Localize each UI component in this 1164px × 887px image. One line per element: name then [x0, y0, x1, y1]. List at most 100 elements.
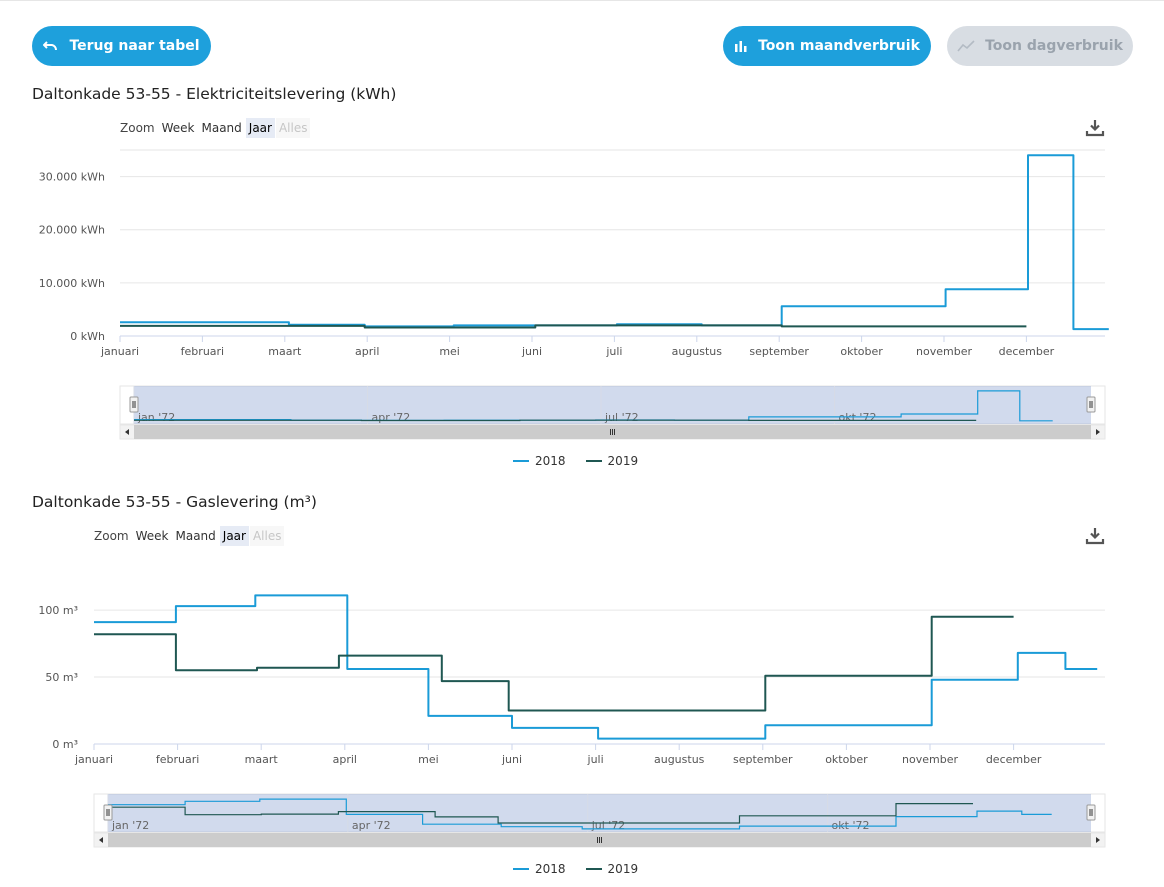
- navigator-label-jul-72: jul '72: [604, 411, 639, 424]
- gas-legend: 2018 2019: [513, 862, 658, 876]
- navigator-label-apr-72: apr '72: [372, 411, 411, 424]
- navigator-series-2018: [108, 798, 1052, 830]
- handle-body: [1086, 804, 1096, 821]
- navigator-label-jan-72: jan '72: [111, 819, 149, 832]
- scroll-right-arrow-icon[interactable]: [1096, 837, 1100, 843]
- x-tick-label-september: september: [733, 753, 793, 766]
- undo-arrow-icon: [43, 40, 59, 52]
- bar-chart-icon: [734, 40, 748, 52]
- x-tick-label-juli: juli: [605, 345, 622, 358]
- electricity-navigator[interactable]: jan '72 apr '72 jul '72 okt '72: [0, 380, 1164, 442]
- navigator-selection: [134, 386, 1091, 424]
- back-to-table-label: Terug naar tabel: [69, 38, 200, 54]
- line-chart-icon: [957, 40, 975, 52]
- navigator-left-handle[interactable]: [129, 396, 139, 413]
- show-daily-usage-label: Toon dagverbruik: [985, 38, 1123, 54]
- gas-navigator[interactable]: jan '72 apr '72 jul '72 okt '72: [0, 788, 1164, 850]
- legend-item-2018[interactable]: 2018: [513, 862, 566, 876]
- electricity-chart-title: Daltonkade 53-55 - Elektriciteitsleverin…: [32, 85, 397, 103]
- x-tick-label-augustus: augustus: [672, 345, 723, 358]
- navigator-label-apr-72: apr '72: [352, 819, 391, 832]
- navigator-frame: [93, 793, 1106, 833]
- x-tick-label-mei: mei: [418, 753, 439, 766]
- download-icon[interactable]: [1085, 118, 1105, 138]
- download-icon[interactable]: [1085, 526, 1105, 546]
- navigator-label-jan-72: jan '72: [137, 411, 175, 424]
- navigator-series-2019: [108, 803, 973, 824]
- legend-label-2019: 2019: [607, 862, 639, 876]
- x-tick-label-augustus: augustus: [654, 753, 705, 766]
- gas-zoom-selector: Zoom Week Maand Jaar Alles: [94, 526, 285, 546]
- handle-body: [103, 804, 113, 821]
- scroll-left-arrow-icon[interactable]: [125, 429, 129, 435]
- x-tick-label-februari: februari: [156, 753, 199, 766]
- y-tick-label-100-m: 100 m³: [38, 604, 78, 617]
- gas-plot: 0 m³ 50 m³ 100 m³ januari februari maart april…: [38, 594, 1105, 766]
- scroll-right-arrow-icon[interactable]: [1096, 429, 1100, 435]
- x-tick-label-december: december: [986, 753, 1042, 766]
- x-tick-label-april: april: [333, 753, 357, 766]
- show-daily-usage-button[interactable]: Toon dagverbruik: [947, 26, 1133, 66]
- zoom-month-button[interactable]: Maand: [201, 121, 242, 135]
- zoom-month-button[interactable]: Maand: [175, 529, 216, 543]
- x-tick-label-mei: mei: [439, 345, 460, 358]
- top-divider: [0, 0, 1164, 1]
- navigator-left-handle[interactable]: [103, 804, 113, 821]
- x-tick-label-maart: maart: [268, 345, 302, 358]
- zoom-year-button[interactable]: Jaar: [245, 118, 275, 138]
- series-line-2019: [94, 615, 1014, 712]
- x-tick-label-oktober: oktober: [825, 753, 868, 766]
- zoom-week-button[interactable]: Week: [161, 121, 195, 135]
- scroll-left-arrow-icon[interactable]: [99, 837, 103, 843]
- x-tick-label-januari: januari: [74, 753, 113, 766]
- gas-chart-title: Daltonkade 53-55 - Gaslevering (m³): [32, 493, 317, 511]
- y-tick-label-0-kwh: 0 kWh: [70, 330, 105, 343]
- y-tick-label-10-000-kwh: 10.000 kWh: [39, 277, 105, 290]
- x-tick-label-december: december: [999, 345, 1055, 358]
- electricity-plot: 0 kWh 10.000 kWh 20.000 kWh 30.000 kWh janua…: [39, 149, 1109, 358]
- zoom-all-button[interactable]: Alles: [249, 526, 285, 546]
- x-tick-label-juli: juli: [587, 753, 604, 766]
- x-tick-label-juni: juni: [521, 345, 542, 358]
- x-tick-label-maart: maart: [245, 753, 279, 766]
- legend-item-2019[interactable]: 2019: [585, 454, 639, 468]
- zoom-all-button[interactable]: Alles: [275, 118, 311, 138]
- zoom-label: Zoom: [94, 529, 129, 543]
- legend-swatch-2018: [513, 460, 529, 462]
- y-tick-label-20-000-kwh: 20.000 kWh: [39, 224, 105, 237]
- back-to-table-button[interactable]: Terug naar tabel: [32, 26, 211, 66]
- x-tick-label-september: september: [749, 345, 809, 358]
- y-tick-label-0-m: 0 m³: [52, 738, 78, 751]
- legend-label-2018: 2018: [535, 862, 566, 876]
- legend-label-2018: 2018: [535, 454, 566, 468]
- x-tick-label-februari: februari: [181, 345, 224, 358]
- legend-swatch-2019: [585, 868, 602, 870]
- x-tick-label-juni: juni: [501, 753, 522, 766]
- series-line-2018: [94, 594, 1098, 740]
- zoom-year-button[interactable]: Jaar: [219, 526, 249, 546]
- legend-swatch-2019: [585, 460, 602, 462]
- series-line-2018: [120, 154, 1109, 331]
- legend-label-2019: 2019: [607, 454, 639, 468]
- navigator-label-jul-72: jul '72: [591, 819, 626, 832]
- legend-swatch-2018: [513, 868, 529, 870]
- navigator-frame: [119, 385, 1106, 425]
- electricity-zoom-selector: Zoom Week Maand Jaar Alles: [120, 118, 311, 138]
- show-monthly-usage-label: Toon maandverbruik: [758, 38, 920, 54]
- legend-item-2018[interactable]: 2018: [513, 454, 566, 468]
- navigator-selection: [108, 794, 1091, 832]
- y-tick-label-50-m: 50 m³: [45, 671, 78, 684]
- x-tick-label-november: november: [916, 345, 972, 358]
- series-line-2019: [120, 324, 1027, 329]
- zoom-week-button[interactable]: Week: [135, 529, 169, 543]
- y-tick-label-30-000-kwh: 30.000 kWh: [39, 171, 105, 184]
- x-tick-label-oktober: oktober: [840, 345, 883, 358]
- zoom-label: Zoom: [120, 121, 155, 135]
- navigator-right-handle[interactable]: [1086, 804, 1096, 821]
- legend-item-2019[interactable]: 2019: [585, 862, 639, 876]
- handle-body: [129, 396, 139, 413]
- handle-body: [1086, 396, 1096, 413]
- x-tick-label-januari: januari: [100, 345, 139, 358]
- navigator-right-handle[interactable]: [1086, 396, 1096, 413]
- show-monthly-usage-button[interactable]: Toon maandverbruik: [723, 26, 931, 66]
